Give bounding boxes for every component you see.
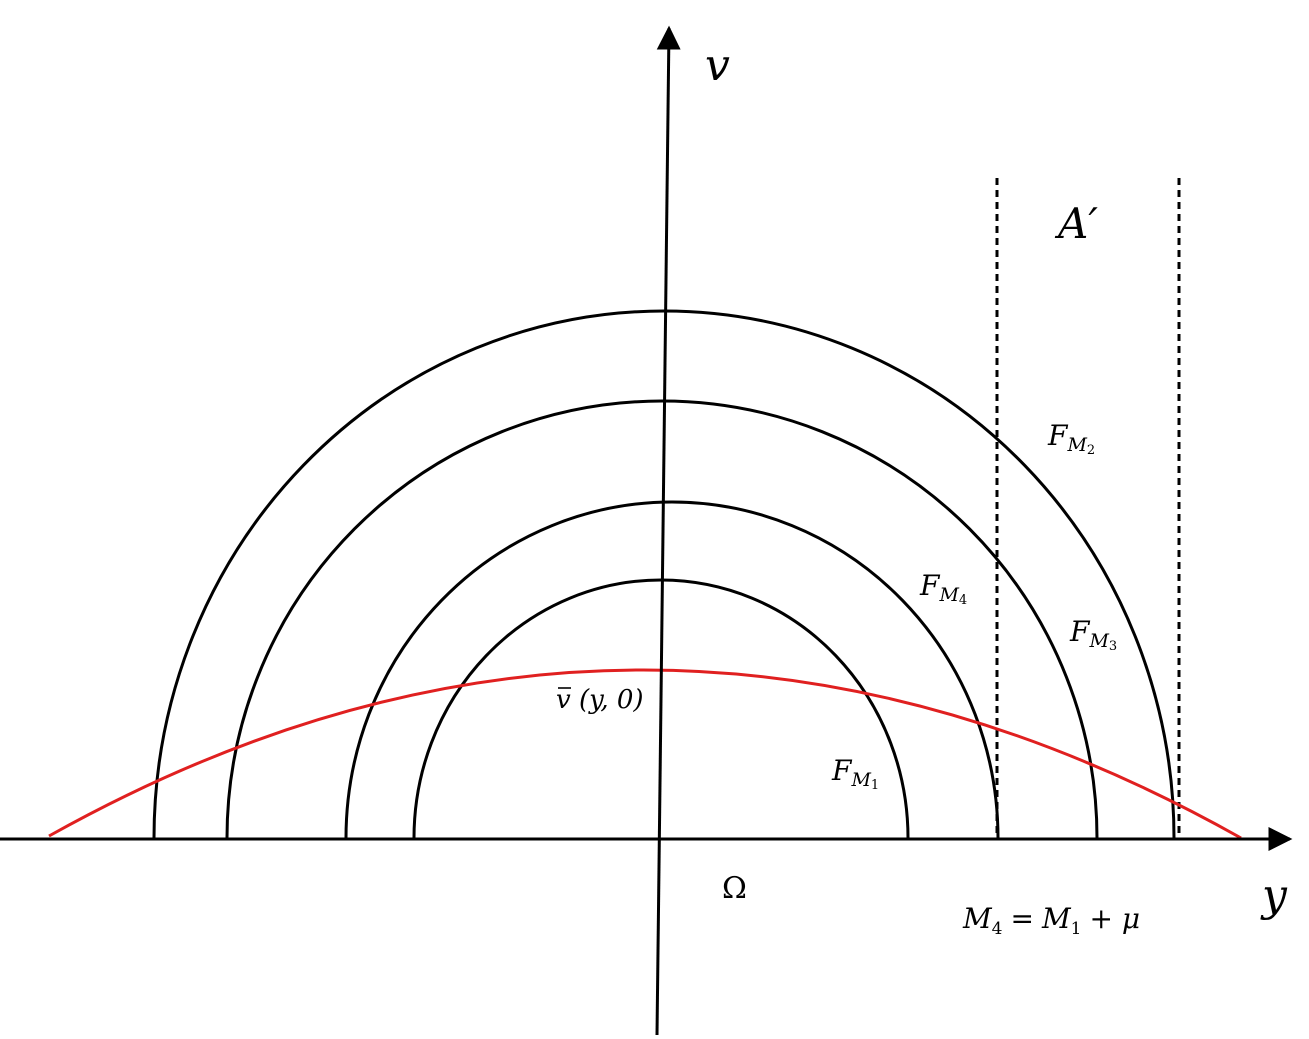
equation-label: M4 = M1 + μ — [962, 902, 1140, 939]
red-curve-label: v (y, 0) — [556, 685, 644, 715]
v-axis-label: v — [705, 40, 730, 91]
f-m4-label: FM4 — [919, 569, 967, 608]
origin-label: Ω — [722, 871, 747, 906]
red-curve — [48, 668, 1242, 840]
arc-f-m4 — [344, 500, 1000, 839]
f-m3-label: FM3 — [1069, 615, 1117, 654]
arc-f-m3 — [225, 399, 1099, 839]
arc-f-m2 — [152, 309, 1176, 839]
region-label: A′ — [1054, 199, 1098, 248]
y-axis-label: y — [1260, 870, 1288, 921]
f-m2-label: FM2 — [1047, 419, 1095, 458]
v-axis-line — [655, 25, 681, 1036]
f-m1-label: FM1 — [831, 754, 879, 793]
red-curve-label-text: v (y, 0) — [556, 685, 644, 715]
